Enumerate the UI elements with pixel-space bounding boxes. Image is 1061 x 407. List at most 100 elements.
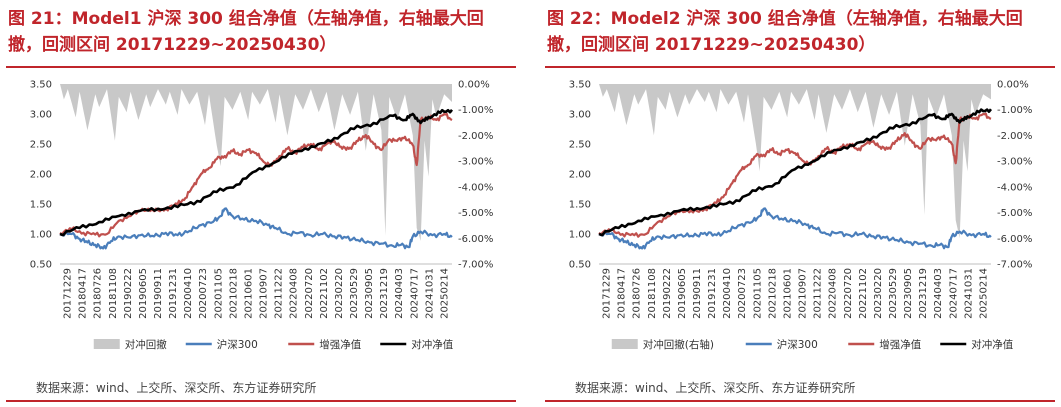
x-tick-label: 20210218 — [767, 268, 778, 319]
chart-title: 图 21：Model1 沪深 300 组合净值（左轴净值，右轴最大回撤，回测区间… — [8, 9, 484, 55]
legend-label: 对冲净值 — [971, 338, 1013, 351]
y-right-tick-label: -2.00% — [458, 131, 493, 142]
x-tick-label: 20221102 — [319, 268, 330, 319]
x-tick-label: 20190605 — [138, 268, 149, 319]
x-tick-label: 20180726 — [93, 268, 104, 319]
y-left-tick-label: 3.00 — [569, 110, 591, 121]
series-line-1 — [598, 207, 992, 250]
drawdown-area — [60, 84, 452, 241]
x-tick-label: 20220408 — [828, 268, 839, 319]
legend-label: 对冲净值 — [411, 338, 453, 351]
x-tick-label: 20201105 — [752, 268, 763, 319]
x-tick-label: 20230220 — [334, 268, 345, 319]
series-line-3 — [59, 108, 454, 237]
y-left-tick-label: 2.50 — [569, 140, 591, 151]
x-tick-label: 20181108 — [108, 268, 119, 319]
chart-title: 图 22：Model2 沪深 300 组合净值（左轴净值，右轴最大回撤，回测区间… — [547, 9, 1023, 55]
x-tick-label: 20241031 — [424, 268, 435, 319]
x-tick-label: 20210601 — [243, 268, 254, 319]
y-right-tick-label: -6.00% — [458, 234, 493, 245]
x-tick-label: 20200410 — [183, 268, 194, 319]
y-right-tick-label: -2.00% — [997, 131, 1032, 142]
x-tick-label: 20221102 — [858, 268, 869, 319]
x-tick-label: 20230220 — [873, 268, 884, 319]
chart-model2: 3.50 3.00 2.50 2.00 1.50 1.00 0.50 0.00% -1.00% -… — [569, 80, 1033, 352]
x-tick-label: 20200723 — [198, 268, 209, 319]
y-left-tick-label: 2.00 — [569, 170, 591, 181]
y-left-tick-label: 1.00 — [30, 230, 52, 241]
x-tick-label: 20240717 — [948, 268, 959, 319]
x-tick-label: 20180417 — [78, 268, 89, 319]
x-tick-label: 20190911 — [153, 268, 164, 319]
legend-label: 增强净值 — [879, 338, 921, 351]
x-tick-label: 20211222 — [274, 268, 285, 319]
title-divider — [6, 66, 516, 68]
y-right-tick-label: -4.00% — [997, 182, 1032, 193]
y-left-tick-label: 1.50 — [569, 200, 591, 211]
y-left-tick-label: 1.00 — [569, 230, 591, 241]
x-tick-label: 20230529 — [888, 268, 899, 319]
x-tick-label: 20191231 — [707, 268, 718, 319]
y-left-tick-label: 3.00 — [30, 110, 52, 121]
y-right-tick-label: -6.00% — [997, 234, 1032, 245]
legend-swatch-area — [93, 339, 120, 349]
x-tick-label: 20220408 — [289, 268, 300, 319]
series-line-2 — [598, 112, 992, 238]
x-tick-label: 20190222 — [123, 268, 134, 319]
x-tick-label: 20240717 — [409, 268, 420, 319]
y-right-tick-label: -7.00% — [997, 260, 1032, 271]
x-tick-label: 20190911 — [692, 268, 703, 319]
x-tick-label: 20171229 — [602, 268, 613, 319]
series-line-2 — [59, 112, 453, 238]
series-line-3 — [598, 108, 993, 237]
x-tick-label: 20240403 — [394, 268, 405, 319]
legend-label: 增强净值 — [319, 338, 361, 351]
legend-label: 沪深300 — [777, 338, 818, 351]
y-left-tick-label: 0.50 — [569, 260, 591, 271]
bottom-divider — [545, 400, 1055, 402]
y-right-tick-label: -3.00% — [458, 157, 493, 168]
x-tick-label: 20230905 — [903, 268, 914, 319]
y-left-tick-label: 3.50 — [30, 80, 52, 91]
y-right-tick-label: 0.00% — [458, 80, 490, 91]
x-tick-label: 20250214 — [978, 268, 989, 319]
y-right-tick-label: -1.00% — [997, 105, 1032, 116]
chart-model1: 3.50 3.00 2.50 2.00 1.50 1.00 0.50 0.00% -1.00% -… — [30, 80, 494, 352]
y-left-tick-label: 2.00 — [30, 170, 52, 181]
x-tick-label: 20191231 — [168, 268, 179, 319]
legend-swatch-area — [611, 339, 638, 349]
y-left-tick-label: 2.50 — [30, 140, 52, 151]
x-tick-label: 20231219 — [918, 268, 929, 319]
x-tick-label: 20241031 — [963, 268, 974, 319]
source-note: 数据来源：wind、上交所、深交所、东方证券研究所 — [575, 381, 856, 395]
x-tick-label: 20180417 — [617, 268, 628, 319]
x-tick-label: 20190222 — [662, 268, 673, 319]
y-left-tick-label: 3.50 — [569, 80, 591, 91]
x-tick-label: 20220720 — [304, 268, 315, 319]
drawdown-area — [599, 84, 991, 239]
x-tick-label: 20210907 — [259, 268, 270, 319]
x-tick-label: 20200723 — [737, 268, 748, 319]
x-tick-label: 20210218 — [228, 268, 239, 319]
source-note: 数据来源：wind、上交所、深交所、东方证券研究所 — [36, 381, 317, 395]
legend-label: 沪深300 — [217, 338, 258, 351]
x-tick-label: 20231219 — [379, 268, 390, 319]
x-tick-label: 20220720 — [843, 268, 854, 319]
y-right-tick-label: -4.00% — [458, 182, 493, 193]
x-tick-label: 20211222 — [813, 268, 824, 319]
x-tick-label: 20250214 — [439, 268, 450, 319]
legend-label: 对冲回撤 — [125, 338, 167, 351]
y-right-tick-label: -3.00% — [997, 157, 1032, 168]
x-tick-label: 20210601 — [782, 268, 793, 319]
x-tick-label: 20240403 — [933, 268, 944, 319]
x-tick-label: 20181108 — [647, 268, 658, 319]
y-right-tick-label: -5.00% — [997, 208, 1032, 219]
title-divider — [545, 66, 1055, 68]
x-tick-label: 20230905 — [364, 268, 375, 319]
y-right-tick-label: 0.00% — [997, 80, 1029, 91]
bottom-divider — [6, 400, 516, 402]
series-line-1 — [59, 207, 453, 250]
x-tick-label: 20200410 — [722, 268, 733, 319]
x-tick-label: 20180726 — [632, 268, 643, 319]
y-right-tick-label: -1.00% — [458, 105, 493, 116]
